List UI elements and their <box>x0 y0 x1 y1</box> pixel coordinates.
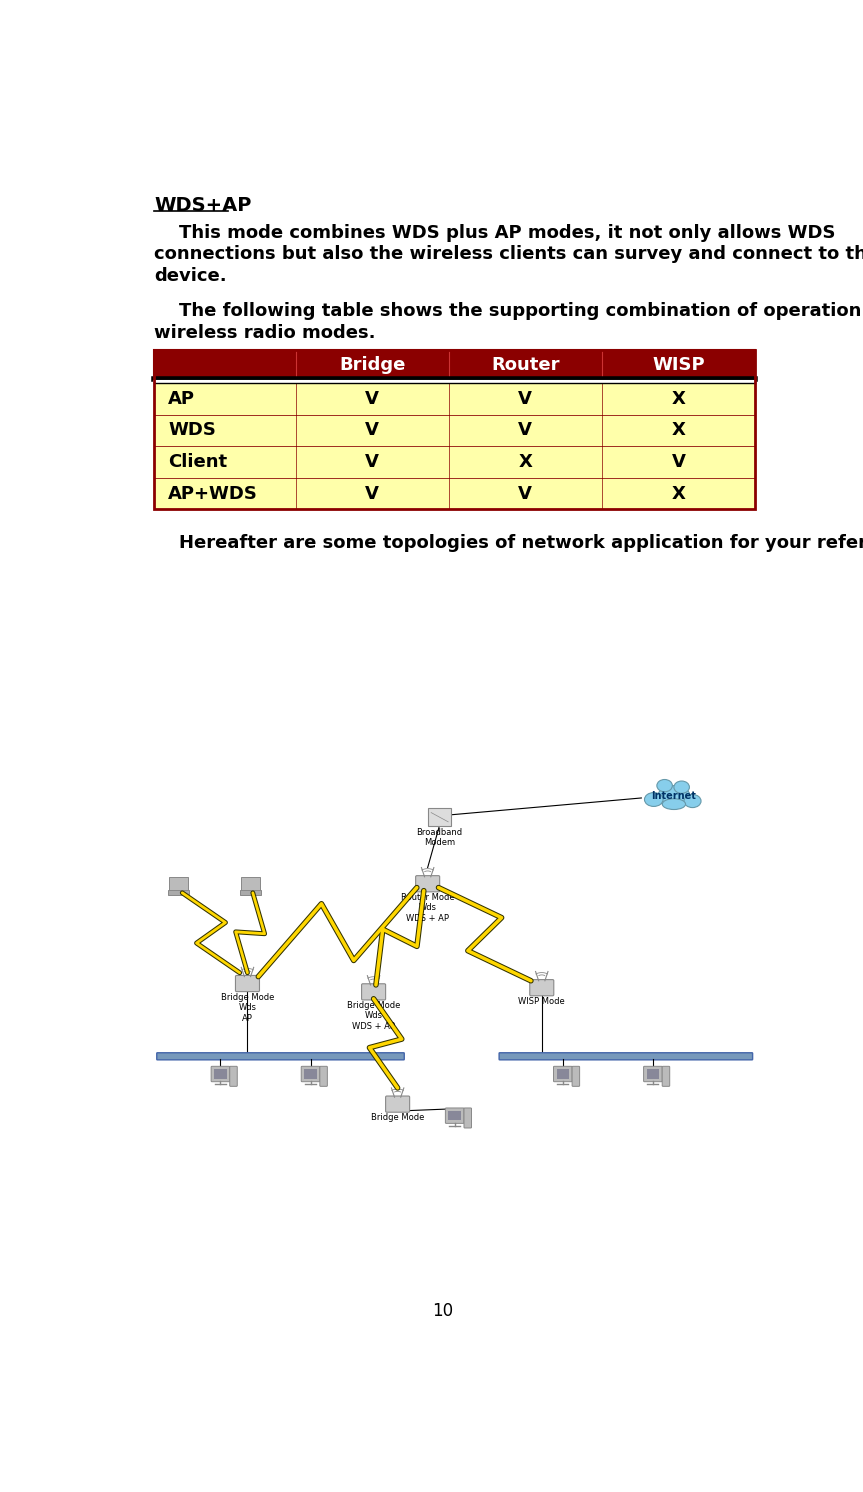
FancyBboxPatch shape <box>445 1109 464 1123</box>
FancyBboxPatch shape <box>644 1067 662 1082</box>
FancyBboxPatch shape <box>157 1053 404 1059</box>
Text: V: V <box>365 421 379 440</box>
Text: Bridge Mode
Wds
AP: Bridge Mode Wds AP <box>221 992 274 1022</box>
Text: Broadband
Modem: Broadband Modem <box>417 828 463 847</box>
Bar <box>154 477 755 509</box>
Text: WISP: WISP <box>652 355 705 373</box>
FancyBboxPatch shape <box>416 876 439 892</box>
FancyBboxPatch shape <box>464 1109 471 1128</box>
FancyBboxPatch shape <box>499 1053 753 1059</box>
Text: V: V <box>671 454 685 471</box>
Text: This mode combines WDS plus AP modes, it not only allows WDS: This mode combines WDS plus AP modes, it… <box>154 224 836 242</box>
Text: Hereafter are some topologies of network application for your reference.: Hereafter are some topologies of network… <box>154 534 863 552</box>
Text: WDS: WDS <box>168 421 217 440</box>
Text: V: V <box>519 389 532 407</box>
FancyBboxPatch shape <box>572 1067 580 1086</box>
FancyBboxPatch shape <box>530 980 554 995</box>
Text: V: V <box>519 485 532 503</box>
Text: wireless radio modes.: wireless radio modes. <box>154 324 376 342</box>
Text: AP+WDS: AP+WDS <box>168 485 258 503</box>
FancyBboxPatch shape <box>230 1067 237 1086</box>
Bar <box>557 1070 569 1079</box>
FancyBboxPatch shape <box>236 976 260 992</box>
Bar <box>154 446 755 477</box>
FancyBboxPatch shape <box>211 1067 230 1082</box>
FancyBboxPatch shape <box>169 877 187 891</box>
Bar <box>214 1070 227 1079</box>
Text: V: V <box>365 454 379 471</box>
Text: X: X <box>671 389 685 407</box>
Ellipse shape <box>674 780 690 794</box>
Bar <box>646 1070 659 1079</box>
Text: Bridge Mode
Wds
WDS + AP: Bridge Mode Wds WDS + AP <box>347 1001 400 1031</box>
Text: AP: AP <box>168 389 195 407</box>
FancyBboxPatch shape <box>301 1067 320 1082</box>
Text: Bridge Mode: Bridge Mode <box>371 1113 425 1122</box>
Bar <box>154 351 755 379</box>
Bar <box>154 415 755 446</box>
Text: V: V <box>519 421 532 440</box>
Ellipse shape <box>684 795 701 807</box>
FancyBboxPatch shape <box>320 1067 327 1086</box>
Text: Bridge: Bridge <box>339 355 406 373</box>
Text: 10: 10 <box>432 1303 453 1320</box>
Bar <box>305 1070 317 1079</box>
Bar <box>154 351 755 509</box>
Text: connections but also the wireless clients can survey and connect to the: connections but also the wireless client… <box>154 245 863 263</box>
Text: V: V <box>365 389 379 407</box>
Text: WISP Mode: WISP Mode <box>519 997 565 1006</box>
Text: Internet: Internet <box>652 791 696 801</box>
FancyBboxPatch shape <box>428 809 451 827</box>
Text: X: X <box>671 485 685 503</box>
Text: V: V <box>365 485 379 503</box>
FancyBboxPatch shape <box>662 1067 670 1086</box>
Bar <box>449 1112 461 1120</box>
Text: Router: Router <box>491 355 559 373</box>
Text: device.: device. <box>154 267 227 285</box>
Text: The following table shows the supporting combination of operation and: The following table shows the supporting… <box>154 303 863 321</box>
Ellipse shape <box>645 792 663 807</box>
Text: WDS+AP: WDS+AP <box>154 195 252 215</box>
FancyBboxPatch shape <box>386 1097 410 1112</box>
Ellipse shape <box>657 779 672 792</box>
FancyBboxPatch shape <box>167 891 189 895</box>
Ellipse shape <box>658 786 690 807</box>
Ellipse shape <box>662 798 685 810</box>
FancyBboxPatch shape <box>240 891 261 895</box>
Bar <box>154 383 755 415</box>
Text: Router Mode
Wds
WDS + AP: Router Mode Wds WDS + AP <box>400 894 455 922</box>
Text: X: X <box>671 421 685 440</box>
FancyBboxPatch shape <box>362 983 386 1000</box>
Text: Client: Client <box>168 454 228 471</box>
Text: X: X <box>519 454 532 471</box>
FancyBboxPatch shape <box>241 877 260 891</box>
FancyBboxPatch shape <box>553 1067 572 1082</box>
